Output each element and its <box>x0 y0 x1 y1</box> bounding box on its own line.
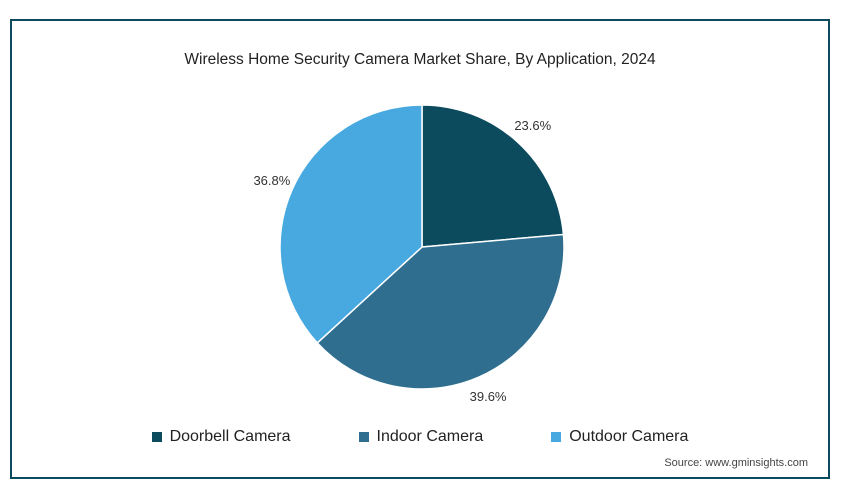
legend-label-doorbell: Doorbell Camera <box>169 428 291 445</box>
pie-slice-doorbell <box>421 104 565 248</box>
legend-item-outdoor: Outdoor Camera <box>551 428 688 446</box>
legend-item-indoor: Indoor Camera <box>358 428 484 446</box>
legend-swatch-doorbell <box>151 432 162 442</box>
source-note: Source: www.gminsights.com <box>664 457 808 469</box>
legend-item-doorbell: Doorbell Camera <box>151 428 291 446</box>
legend-label-outdoor: Outdoor Camera <box>569 428 689 445</box>
legend: Doorbell Camera Indoor Camera Outdoor Ca… <box>12 428 828 446</box>
data-label-outdoor: 36.8% <box>253 173 290 188</box>
pie-slice-outdoor <box>279 104 423 344</box>
legend-swatch-outdoor <box>551 432 562 442</box>
pie-slice-indoor <box>316 233 565 390</box>
legend-swatch-indoor <box>358 432 369 442</box>
legend-label-indoor: Indoor Camera <box>376 428 484 445</box>
data-label-doorbell: 23.6% <box>514 118 551 133</box>
chart-frame: Wireless Home Security Camera Market Sha… <box>10 19 830 479</box>
data-label-indoor: 39.6% <box>470 389 507 404</box>
pie-chart: 23.6% 39.6% 36.8% <box>253 104 565 404</box>
chart-title: Wireless Home Security Camera Market Sha… <box>184 51 656 68</box>
